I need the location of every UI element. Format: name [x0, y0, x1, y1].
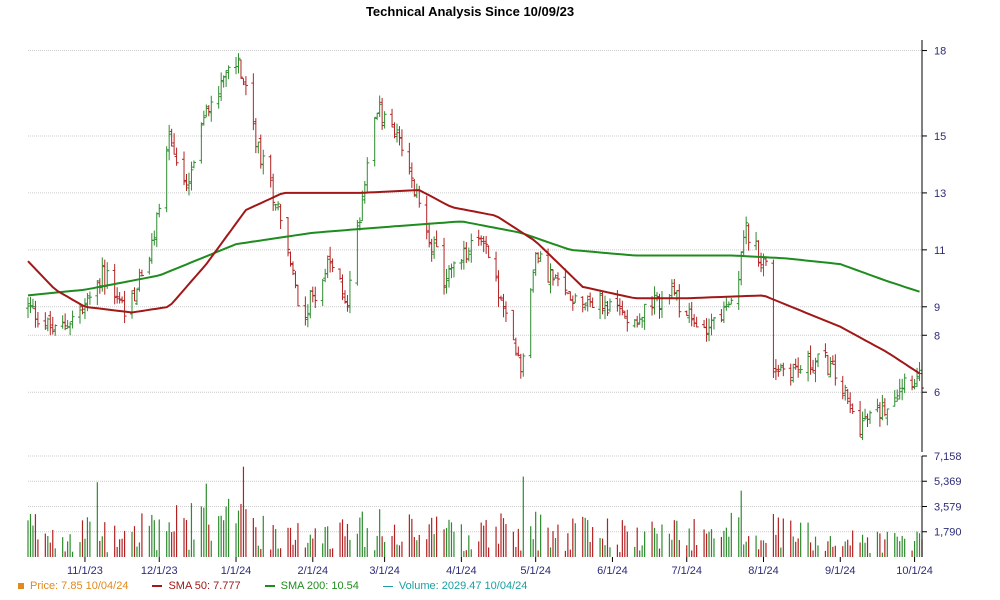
x-tick-label: 4/1/24: [446, 565, 477, 577]
x-tick-label: 6/1/24: [597, 565, 628, 577]
x-tick-label: 11/1/23: [67, 565, 103, 577]
price-swatch-icon: [18, 583, 24, 589]
sma200-swatch-icon: [264, 585, 275, 587]
legend-sma200-label: SMA 200: 10.54: [280, 580, 359, 592]
grid-lines: [28, 50, 922, 533]
chart-title: Technical Analysis Since 10/09/23: [366, 4, 574, 19]
x-tick-label: 7/1/24: [671, 565, 702, 577]
price-tick-label: 9: [934, 302, 940, 314]
volume-tick-label: 7,158: [934, 451, 962, 463]
x-tick-label: 12/1/23: [141, 565, 178, 577]
volume-bars: [27, 466, 923, 557]
legend-item-price: Price: 7.85 10/04/24: [18, 578, 128, 594]
legend-item-sma50: SMA 50: 7.777: [152, 578, 241, 594]
legend: Price: 7.85 10/04/24 SMA 50: 7.777 SMA 2…: [18, 578, 551, 594]
x-tick-label: 9/1/24: [825, 565, 856, 577]
volume-tick-label: 5,369: [934, 476, 962, 488]
price-tick-label: 8: [934, 330, 940, 342]
sma200-line: [27, 220, 920, 297]
price-tick-label: 13: [934, 188, 946, 200]
volume-tick-label: 1,790: [934, 527, 962, 539]
legend-item-volume: Volume: 2029.47 10/04/24: [382, 578, 528, 594]
x-tick-label: 8/1/24: [748, 565, 779, 577]
x-tick-label: 3/1/24: [369, 565, 400, 577]
price-tick-label: 6: [934, 387, 940, 399]
x-tick-label: 1/1/24: [221, 565, 252, 577]
legend-price-label: Price: 7.85 10/04/24: [30, 580, 129, 592]
volume-swatch-icon: [382, 585, 393, 587]
x-tick-label: 10/1/24: [896, 565, 933, 577]
sma50-line: [27, 189, 921, 375]
price-tick-label: 11: [934, 245, 945, 257]
price-tick-label: 15: [934, 131, 946, 143]
price-bars: [26, 53, 924, 441]
legend-item-sma200: SMA 200: 10.54: [264, 578, 359, 594]
volume-tick-label: 3,579: [934, 502, 962, 514]
x-tick-label: 5/1/24: [520, 565, 551, 577]
legend-sma50-label: SMA 50: 7.777: [168, 580, 241, 592]
axes: 6 8 9 11 13 15 18 1,790 3,579 5,369 7,158 11/1/23 12…: [67, 40, 962, 577]
sma50-swatch-icon: [152, 585, 163, 587]
legend-volume-label: Volume: 2029.47 10/04/24: [398, 580, 528, 592]
x-tick-label: 2/1/24: [297, 565, 328, 577]
price-tick-label: 18: [934, 46, 946, 58]
